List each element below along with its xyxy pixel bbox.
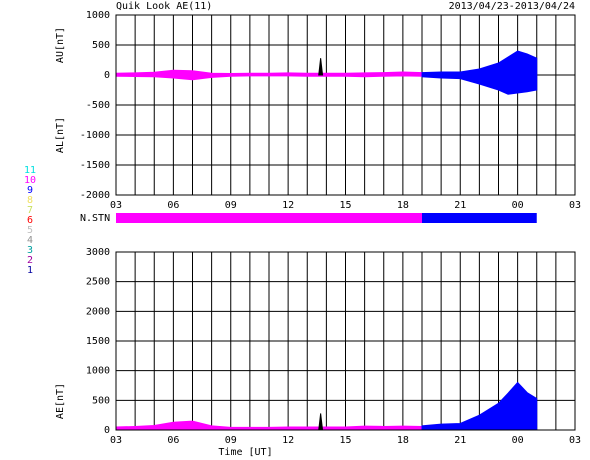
x-tick-label: 21: [454, 435, 466, 446]
station-legend: 6: [27, 215, 33, 226]
x-tick-label: 03: [110, 200, 122, 211]
y-tick-label: 1500: [86, 336, 110, 347]
station-legend: 5: [27, 225, 33, 236]
nstn-label: N.STN: [80, 213, 110, 224]
plot-frame: [115, 251, 576, 431]
station-legend: 7: [27, 205, 33, 216]
x-tick-label: 18: [397, 435, 409, 446]
x-tick-label: 15: [339, 200, 351, 211]
title: Quik Look AE(11): [116, 1, 212, 12]
station-legend: 8: [27, 195, 33, 206]
station-legend: 3: [27, 245, 33, 256]
y-tick-label: 500: [92, 40, 110, 51]
x-tick-label: 00: [512, 200, 524, 211]
y-tick-label: 1000: [86, 10, 110, 21]
x-tick-label: 15: [339, 435, 351, 446]
station-legend: 10: [24, 175, 36, 186]
y-axis-title: AE[nT]: [55, 383, 66, 419]
x-tick-label: 00: [512, 435, 524, 446]
y-tick-label: -2000: [80, 190, 110, 201]
period: 2013/04/23-2013/04/24: [449, 1, 575, 12]
x-tick-label: 12: [282, 435, 294, 446]
nstn-segment: [116, 213, 422, 223]
plot-frame: [115, 14, 576, 196]
station-legend: 11: [24, 165, 36, 176]
area: [421, 381, 538, 431]
nstn-segment: [422, 213, 537, 223]
y-tick-label: 3000: [86, 247, 110, 258]
y-tick-label: 0: [104, 70, 110, 81]
x-tick-label: 09: [225, 200, 237, 211]
y-tick-label: 500: [92, 395, 110, 406]
x-tick-label: 06: [167, 200, 179, 211]
area: [421, 74, 538, 95]
area: [318, 413, 324, 431]
y-axis-title: AL[nT]: [55, 117, 66, 153]
area: [115, 420, 423, 431]
y-tick-label: -1500: [80, 160, 110, 171]
y-tick-label: 2000: [86, 306, 110, 317]
y-tick-label: 1000: [86, 366, 110, 377]
x-tick-label: 18: [397, 200, 409, 211]
area: [421, 50, 538, 76]
y-tick-label: -500: [86, 100, 110, 111]
x-tick-label: 12: [282, 200, 294, 211]
area: [318, 58, 324, 76]
y-tick-label: -1000: [80, 130, 110, 141]
station-legend: 1: [27, 265, 33, 276]
y-tick-label: 2500: [86, 277, 110, 288]
area: [115, 74, 423, 81]
y-tick-label: 0: [104, 425, 110, 436]
x-tick-label: 09: [225, 435, 237, 446]
x-tick-label: 03: [110, 435, 122, 446]
y-axis-title: AU[nT]: [55, 27, 66, 63]
area: [115, 69, 423, 76]
x-tick-label: 03: [569, 200, 581, 211]
x-axis-title: Time [UT]: [218, 447, 272, 458]
x-tick-label: 21: [454, 200, 466, 211]
x-tick-label: 06: [167, 435, 179, 446]
station-legend: 9: [27, 185, 33, 196]
station-legend: 2: [27, 255, 33, 266]
x-tick-label: 03: [569, 435, 581, 446]
station-legend: 4: [27, 235, 33, 246]
